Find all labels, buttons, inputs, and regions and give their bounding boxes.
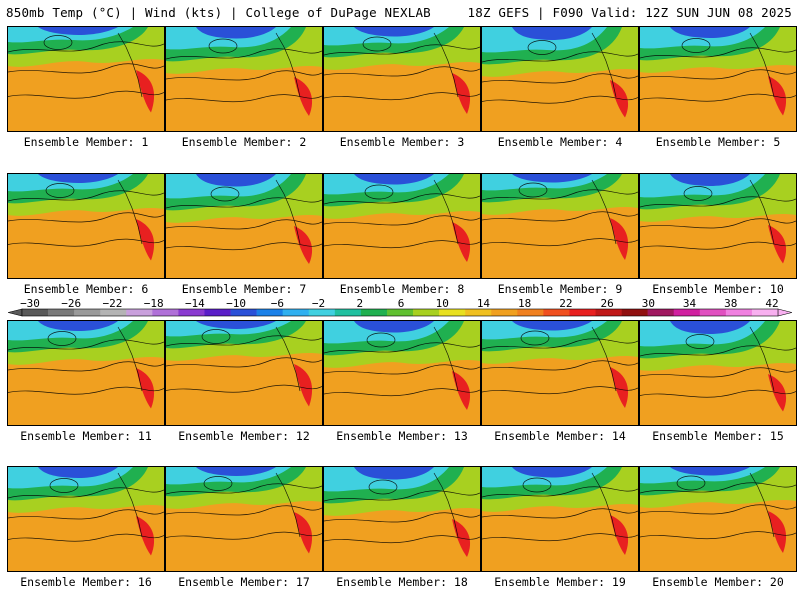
- ensemble-member-label: Ensemble Member: 17: [178, 575, 310, 589]
- ensemble-member-label: Ensemble Member: 12: [178, 429, 310, 443]
- colorbar-swatch: [699, 309, 727, 316]
- colorbar-swatch: [334, 309, 362, 316]
- colorbar-tick-label: 38: [724, 298, 737, 310]
- title-right: 18Z GEFS | F090 Valid: 12Z SUN JUN 08 20…: [467, 5, 792, 20]
- colorbar-tick-label: −10: [226, 298, 246, 310]
- colorbar-swatch: [282, 309, 310, 316]
- colorbar-swatch: [439, 309, 466, 316]
- colorbar-tick-label: −14: [185, 298, 205, 310]
- ensemble-member-label: Ensemble Member: 7: [181, 282, 307, 296]
- ensemble-map-16: [7, 466, 165, 572]
- colorbar-tick-label: 2: [356, 298, 363, 310]
- colorbar-swatch: [48, 309, 75, 316]
- colorbar-swatch: [152, 309, 179, 316]
- colorbar-outline: [21, 308, 779, 317]
- colorbar-swatch: [178, 309, 205, 316]
- ensemble-member-label: Ensemble Member: 2: [181, 135, 307, 149]
- colorbar-tick-label: −18: [144, 298, 164, 310]
- ensemble-member-label: Ensemble Member: 18: [336, 575, 468, 589]
- colorbar-tick-label: 10: [436, 298, 449, 310]
- colorbar-tick-label: −2: [312, 298, 325, 310]
- ensemble-member-label: Ensemble Member: 9: [497, 282, 623, 296]
- ensemble-member-label: Ensemble Member: 8: [339, 282, 465, 296]
- colorbar-swatch: [360, 309, 388, 316]
- colorbar-tick-label: −6: [271, 298, 284, 310]
- ensemble-map-13: [323, 320, 481, 426]
- colorbar-swatch: [543, 309, 570, 316]
- colorbar-swatch: [465, 309, 492, 316]
- colorbar: −30 −26 −22 −18 −14 −10 −6 −2 2 6 10 14 18 22 26 30 34 38…: [8, 298, 792, 320]
- ensemble-member-label: Ensemble Member: 19: [494, 575, 626, 589]
- colorbar-arrow-right: [777, 308, 792, 317]
- colorbar-swatch: [386, 309, 414, 316]
- ensemble-map-6: [7, 173, 165, 279]
- colorbar-swatch: [647, 309, 675, 316]
- colorbar-swatch: [569, 309, 596, 316]
- ensemble-map-2: [165, 26, 323, 132]
- colorbar-swatch: [74, 309, 101, 316]
- ensemble-map-1: [7, 26, 165, 132]
- ensemble-member-label: Ensemble Member: 13: [336, 429, 468, 443]
- ensemble-member-label: Ensemble Member: 15: [652, 429, 784, 443]
- colorbar-tick-label: 6: [398, 298, 405, 310]
- ensemble-member-label: Ensemble Member: 11: [20, 429, 152, 443]
- colorbar-swatch: [517, 309, 544, 316]
- header: 850mb Temp (°C) | Wind (kts) | College o…: [0, 0, 800, 22]
- ensemble-map-19: [481, 466, 639, 572]
- ensemble-map-3: [323, 26, 481, 132]
- ensemble-map-7: [165, 173, 323, 279]
- title-left: 850mb Temp (°C) | Wind (kts) | College o…: [6, 5, 431, 20]
- ensemble-member-label: Ensemble Member: 16: [20, 575, 152, 589]
- ensemble-member-label: Ensemble Member: 14: [494, 429, 626, 443]
- colorbar-swatch: [204, 309, 231, 316]
- colorbar-swatch: [491, 309, 518, 316]
- ensemble-member-label: Ensemble Member: 6: [23, 282, 149, 296]
- colorbar-tick-label: −30: [20, 298, 40, 310]
- colorbar-arrow-left: [8, 308, 23, 317]
- colorbar-swatch: [595, 309, 622, 316]
- ensemble-map-18: [323, 466, 481, 572]
- colorbar-swatch: [126, 309, 153, 316]
- colorbar-tick-label: 42: [765, 298, 778, 310]
- ensemble-map-14: [481, 320, 639, 426]
- ensemble-member-label: Ensemble Member: 20: [652, 575, 784, 589]
- colorbar-tick-label: −22: [103, 298, 123, 310]
- colorbar-swatch: [413, 309, 440, 316]
- ensemble-map-5: [639, 26, 797, 132]
- colorbar-swatch: [308, 309, 336, 316]
- colorbar-tick-label: 34: [683, 298, 697, 310]
- ensemble-map-20: [639, 466, 797, 572]
- ensemble-member-label: Ensemble Member: 4: [497, 135, 623, 149]
- colorbar-swatch: [751, 309, 779, 316]
- ensemble-map-9: [481, 173, 639, 279]
- colorbar-swatch: [673, 309, 701, 316]
- ensemble-member-label: Ensemble Member: 1: [23, 135, 149, 149]
- colorbar-tick-label: 30: [642, 298, 655, 310]
- colorbar-swatch: [256, 309, 283, 316]
- colorbar-tick-label: 22: [559, 298, 572, 310]
- ensemble-map-4: [481, 26, 639, 132]
- colorbar-tick-label: 18: [518, 298, 531, 310]
- ensemble-map-10: [639, 173, 797, 279]
- colorbar-swatch: [230, 309, 257, 316]
- ensemble-member-label: Ensemble Member: 3: [339, 135, 465, 149]
- ensemble-map-11: [7, 320, 165, 426]
- colorbar-swatch: [22, 309, 49, 316]
- ensemble-member-label: Ensemble Member: 10: [652, 282, 784, 296]
- ensemble-map-17: [165, 466, 323, 572]
- ensemble-map-15: [639, 320, 797, 426]
- colorbar-swatch: [725, 309, 753, 316]
- colorbar-swatch: [621, 309, 648, 316]
- ensemble-member-label: Ensemble Member: 5: [655, 135, 781, 149]
- ensemble-map-12: [165, 320, 323, 426]
- colorbar-tick-label: 14: [477, 298, 491, 310]
- colorbar-tick-label: 26: [600, 298, 613, 310]
- colorbar-swatch: [100, 309, 127, 316]
- ensemble-map-8: [323, 173, 481, 279]
- colorbar-graphic: −30 −26 −22 −18 −14 −10 −6 −2 2 6 10 14 18 22 26 30 34 38…: [8, 298, 792, 317]
- colorbar-tick-label: −26: [61, 298, 81, 310]
